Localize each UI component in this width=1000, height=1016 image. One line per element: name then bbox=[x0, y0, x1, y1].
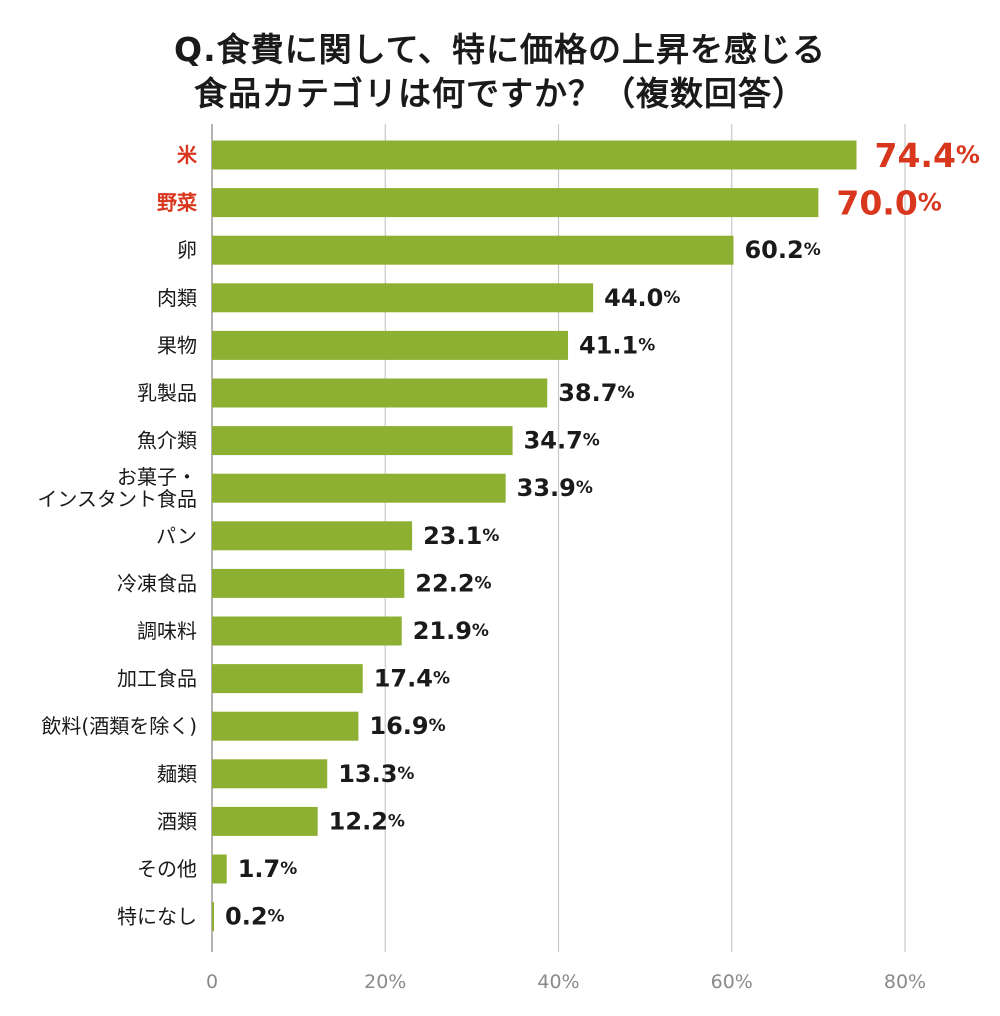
category-label-3: 肉類 bbox=[157, 286, 197, 310]
category-label-1: 野菜 bbox=[157, 191, 197, 215]
x-tick-label-0: 0 bbox=[206, 971, 218, 993]
chart-title: Q.食費に関して、特に価格の上昇を感じる 食品カテゴリは何ですか？（複数回答） bbox=[0, 28, 1000, 116]
value-label-16: 0.2% bbox=[225, 903, 285, 931]
value-label-13: 13.3% bbox=[338, 760, 414, 788]
x-tick-label-60: 60% bbox=[711, 971, 753, 993]
bar-5 bbox=[212, 378, 548, 408]
bar-11 bbox=[212, 664, 363, 694]
category-label-10: 調味料 bbox=[137, 619, 197, 643]
x-tick-label-80: 80% bbox=[884, 971, 926, 993]
bar-6 bbox=[212, 426, 513, 456]
bar-13 bbox=[212, 759, 328, 789]
category-labels: 米野菜卵肉類果物乳製品魚介類お菓子・インスタント食品パン冷凍食品調味料加工食品飲… bbox=[37, 143, 198, 929]
category-label-0: 米 bbox=[177, 143, 198, 167]
bar-3 bbox=[212, 283, 594, 313]
value-label-5: 38.7% bbox=[558, 379, 634, 407]
value-label-8: 23.1% bbox=[423, 522, 499, 550]
category-label-11: 加工食品 bbox=[117, 667, 197, 691]
category-label-14: 酒類 bbox=[157, 809, 197, 833]
category-label-8: パン bbox=[156, 524, 197, 548]
value-label-15: 1.7% bbox=[238, 855, 298, 883]
category-label-5: 乳製品 bbox=[137, 381, 197, 405]
chart-title-line-1: Q.食費に関して、特に価格の上昇を感じる bbox=[174, 30, 826, 69]
category-label-15: その他 bbox=[137, 857, 197, 881]
value-label-7: 33.9% bbox=[517, 474, 593, 502]
x-tick-label-20: 20% bbox=[364, 971, 406, 993]
value-label-12: 16.9% bbox=[369, 712, 445, 740]
chart-title-line-2: 食品カテゴリは何ですか？（複数回答） bbox=[194, 74, 806, 113]
value-label-9: 22.2% bbox=[415, 569, 491, 597]
category-label-13: 麺類 bbox=[157, 762, 197, 786]
value-labels: 74.4% 70.0% 60.2% 44.0% 41.1% 38.7% 34.7% 33.9%… bbox=[225, 136, 980, 931]
category-label-6: 魚介類 bbox=[137, 429, 197, 453]
value-label-11: 17.4% bbox=[374, 665, 450, 693]
x-tick-label-40: 40% bbox=[537, 971, 579, 993]
bars bbox=[212, 140, 857, 932]
bar-0 bbox=[212, 140, 857, 170]
bar-10 bbox=[212, 616, 402, 646]
category-label-4: 果物 bbox=[157, 333, 197, 357]
category-label-7-line-0: お菓子・ bbox=[117, 465, 197, 489]
category-label-12: 飲料(酒類を除く) bbox=[41, 714, 197, 738]
bar-14 bbox=[212, 806, 318, 836]
value-label-4: 41.1% bbox=[579, 331, 655, 359]
bar-8 bbox=[212, 521, 413, 551]
bar-4 bbox=[212, 330, 569, 360]
value-label-2: 60.2% bbox=[744, 236, 820, 264]
bar-16 bbox=[212, 902, 214, 932]
value-label-6: 34.7% bbox=[524, 427, 600, 455]
value-label-3: 44.0% bbox=[604, 284, 680, 312]
category-label-2: 卵 bbox=[177, 238, 197, 262]
x-axis-ticks: 0 20% 40% 60% 80% bbox=[206, 971, 926, 993]
bar-1 bbox=[212, 188, 819, 218]
category-label-9: 冷凍食品 bbox=[117, 571, 197, 595]
value-label-14: 12.2% bbox=[329, 807, 405, 835]
value-label-10: 21.9% bbox=[413, 617, 489, 645]
value-label-0: 74.4% bbox=[874, 136, 979, 175]
bar-2 bbox=[212, 235, 734, 265]
bar-15 bbox=[212, 854, 227, 884]
category-label-16: 特になし bbox=[117, 905, 197, 929]
bar-9 bbox=[212, 568, 405, 598]
bar-7 bbox=[212, 473, 506, 503]
value-label-1: 70.0% bbox=[836, 183, 941, 222]
category-label-7-line-1: インスタント食品 bbox=[37, 487, 197, 511]
bar-12 bbox=[212, 711, 359, 741]
